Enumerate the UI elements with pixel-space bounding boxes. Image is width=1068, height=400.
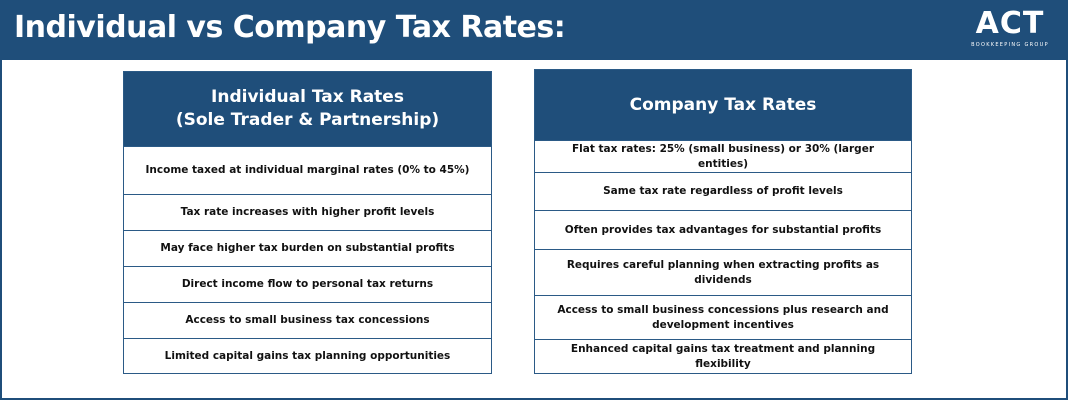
individual-card-header: Individual Tax Rates (Sole Trader & Part… bbox=[124, 72, 491, 146]
individual-row: Income taxed at individual marginal rate… bbox=[124, 146, 491, 194]
act-logo: ACT BOOKKEEPING GROUP bbox=[970, 6, 1050, 54]
company-tax-card: Company Tax Rates Flat tax rates: 25% (s… bbox=[534, 69, 912, 374]
company-row: Often provides tax advantages for substa… bbox=[535, 210, 911, 249]
individual-card-title: Individual Tax Rates bbox=[211, 87, 404, 107]
company-card-header: Company Tax Rates bbox=[535, 70, 911, 140]
company-row: Enhanced capital gains tax treatment and… bbox=[535, 339, 911, 373]
individual-row: Direct income flow to personal tax retur… bbox=[124, 266, 491, 302]
company-row: Flat tax rates: 25% (small business) or … bbox=[535, 140, 911, 172]
individual-row: Tax rate increases with higher profit le… bbox=[124, 194, 491, 230]
individual-row: May face higher tax burden on substantia… bbox=[124, 230, 491, 266]
individual-tax-card: Individual Tax Rates (Sole Trader & Part… bbox=[123, 71, 492, 374]
company-row: Access to small business concessions plu… bbox=[535, 295, 911, 339]
header-bar: Individual vs Company Tax Rates: ACT BOO… bbox=[0, 0, 1068, 60]
comparison-panel: Individual Tax Rates (Sole Trader & Part… bbox=[2, 60, 1066, 398]
company-row: Requires careful planning when extractin… bbox=[535, 249, 911, 295]
logo-tagline: BOOKKEEPING GROUP bbox=[971, 42, 1049, 48]
company-card-title: Company Tax Rates bbox=[629, 94, 817, 115]
company-row: Same tax rate regardless of profit level… bbox=[535, 172, 911, 210]
individual-row: Limited capital gains tax planning oppor… bbox=[124, 338, 491, 373]
individual-card-subtitle: (Sole Trader & Partnership) bbox=[175, 110, 440, 130]
individual-row: Access to small business tax concessions bbox=[124, 302, 491, 338]
logo-wordmark: ACT bbox=[975, 6, 1045, 41]
page-title: Individual vs Company Tax Rates: bbox=[14, 10, 566, 45]
